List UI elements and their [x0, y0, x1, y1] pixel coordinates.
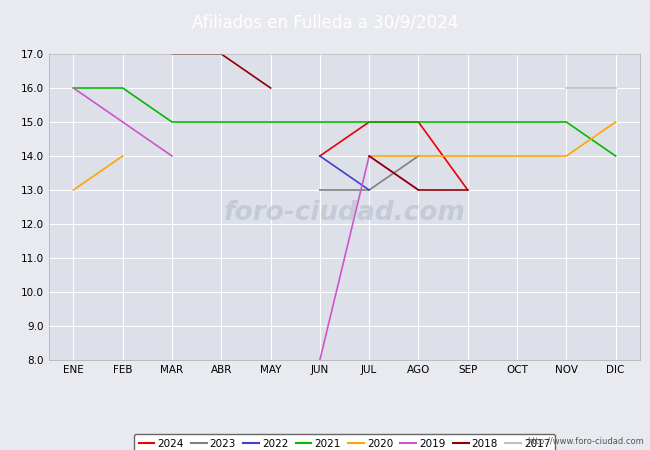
Line: 2020: 2020: [73, 156, 123, 190]
2021: [562, 119, 570, 125]
Line: 2019: 2019: [73, 88, 172, 156]
2021: [365, 119, 373, 125]
2019: [119, 119, 127, 125]
2021: [415, 119, 422, 125]
2021: [513, 119, 521, 125]
2018: [217, 51, 225, 57]
2021: [119, 86, 127, 91]
2021: [168, 119, 176, 125]
Text: http://www.foro-ciudad.com: http://www.foro-ciudad.com: [526, 436, 644, 446]
2023: [316, 187, 324, 193]
Legend: 2024, 2023, 2022, 2021, 2020, 2019, 2018, 2017: 2024, 2023, 2022, 2021, 2020, 2019, 2018…: [135, 434, 554, 450]
2023: [365, 187, 373, 193]
2021: [217, 119, 225, 125]
2021: [464, 119, 472, 125]
2018: [266, 86, 274, 91]
Line: 2021: 2021: [73, 88, 616, 156]
2019: [70, 86, 77, 91]
Text: foro-ciudad.com: foro-ciudad.com: [224, 200, 465, 226]
2021: [612, 153, 619, 159]
2020: [119, 153, 127, 159]
2023: [415, 153, 422, 159]
2021: [316, 119, 324, 125]
2018: [168, 51, 176, 57]
2020: [70, 187, 77, 193]
Line: 2018: 2018: [172, 54, 270, 88]
Text: Afiliados en Fulleda a 30/9/2024: Afiliados en Fulleda a 30/9/2024: [192, 14, 458, 32]
2021: [70, 86, 77, 91]
Line: 2023: 2023: [320, 156, 419, 190]
2021: [266, 119, 274, 125]
2019: [168, 153, 176, 159]
